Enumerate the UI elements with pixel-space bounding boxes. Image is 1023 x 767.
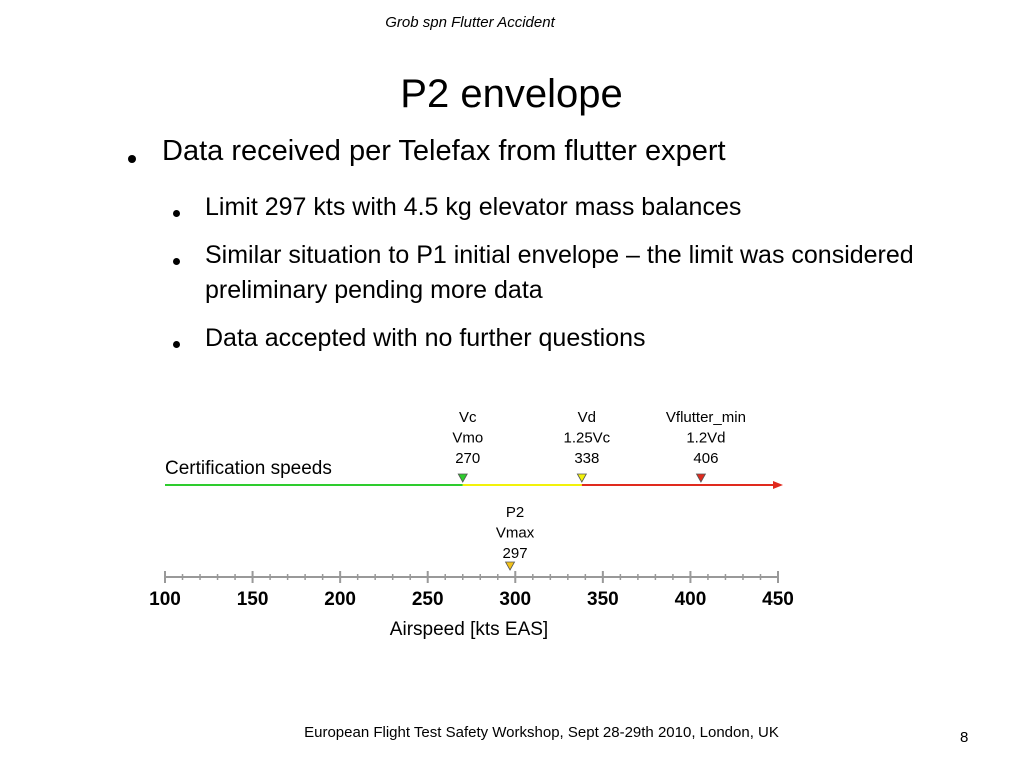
tick-label: 250 xyxy=(412,589,444,610)
marker-label: Vd xyxy=(578,409,596,426)
bullet-dot xyxy=(173,210,180,217)
speed-marker xyxy=(695,473,707,483)
tick-label: 200 xyxy=(324,589,356,610)
bullet-dot xyxy=(173,258,180,265)
tick-label: 300 xyxy=(499,589,531,610)
speed-marker xyxy=(504,561,516,571)
marker-label: Vc xyxy=(459,409,477,426)
title: P2 envelope xyxy=(400,72,623,116)
marker-value: 270 xyxy=(455,450,480,467)
speed-line-label: Certification speeds xyxy=(165,458,332,479)
marker-label: 1.25Vc xyxy=(563,429,610,446)
axis-label: Airspeed [kts EAS] xyxy=(390,619,548,640)
bullet-dot xyxy=(128,155,136,163)
marker-value: 297 xyxy=(503,545,528,562)
tick-label: 400 xyxy=(675,589,707,610)
tick-label: 350 xyxy=(587,589,619,610)
bullet: Data received per Telefax from flutter e… xyxy=(162,135,726,167)
speed-marker xyxy=(576,473,588,483)
marker-label: Vmo xyxy=(452,429,483,446)
marker-label: 1.2Vd xyxy=(686,429,725,446)
page-number: 8 xyxy=(960,729,969,746)
tick-label: 450 xyxy=(762,589,794,610)
header: Grob spn Flutter Accident xyxy=(385,14,555,31)
arrow-head xyxy=(773,481,783,489)
marker-value: 338 xyxy=(574,450,599,467)
marker-label: Vflutter_min xyxy=(666,409,746,426)
sub-bullet: Limit 297 kts with 4.5 kg elevator mass … xyxy=(205,193,742,221)
sub-bullet: Data accepted with no further questions xyxy=(205,324,646,352)
tick-label: 150 xyxy=(237,589,269,610)
footer: European Flight Test Safety Workshop, Se… xyxy=(304,724,779,741)
marker-label: Vmax xyxy=(496,524,535,541)
marker-label: P2 xyxy=(506,504,524,521)
tick-label: 100 xyxy=(149,589,181,610)
bullet-dot xyxy=(173,341,180,348)
sub-bullet: Similar situation to P1 initial envelope… xyxy=(205,241,914,304)
marker-value: 406 xyxy=(693,450,718,467)
speed-marker xyxy=(457,473,468,483)
